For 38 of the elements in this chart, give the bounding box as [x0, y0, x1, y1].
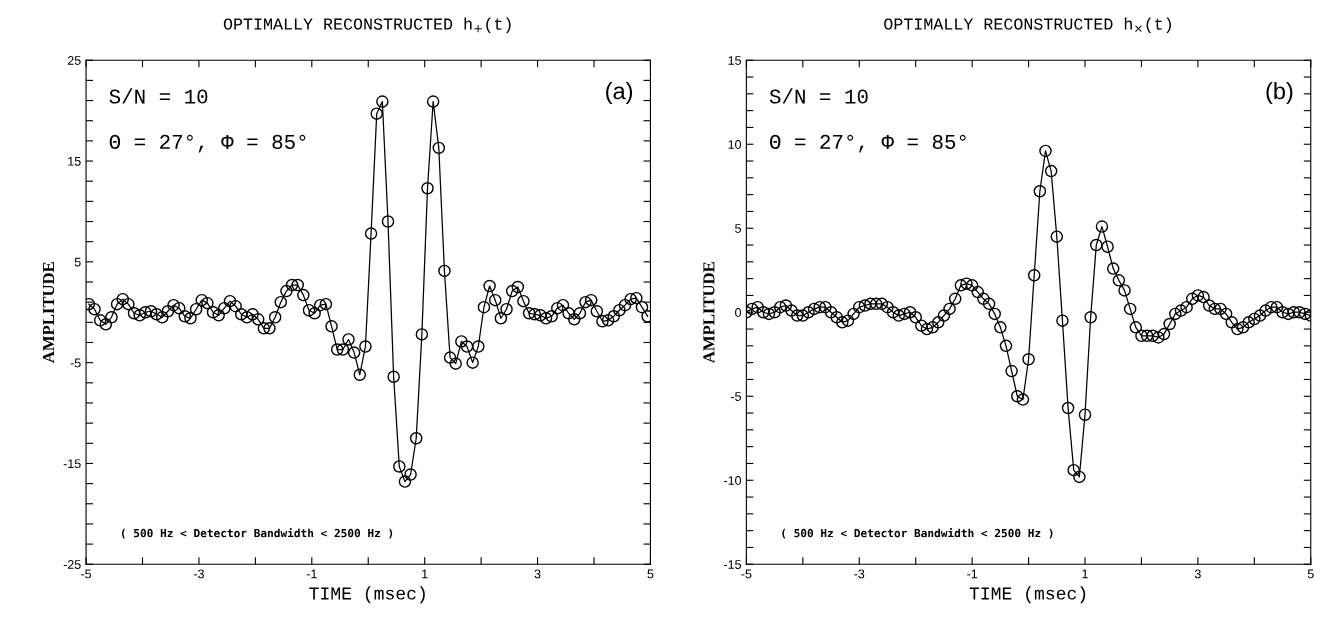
y-tick-label: 5 [735, 224, 741, 233]
chart-title: OPTIMALLY RECONSTRUCTED h$_{+}$(t) [223, 17, 511, 34]
annotation: S/N = 10 [769, 88, 868, 104]
x-tick-label: -5 [81, 569, 92, 579]
y-tick-label: -5 [730, 392, 741, 401]
y-tick-label: 15 [68, 156, 81, 166]
annotation: ( 500 Hz < Detector Bandwidth < 2500 Hz ) [782, 528, 1053, 539]
x-tick-label: 3 [1194, 569, 1201, 579]
y-tick-label: -10 [724, 476, 742, 485]
y-tick-label: 0 [735, 308, 742, 317]
x-tick-label: 5 [647, 569, 654, 579]
x-tick-label: 5 [1307, 569, 1314, 579]
x-tick-label: -1 [306, 569, 317, 579]
y-tick-label: 15 [728, 56, 741, 65]
y-tick-label: -25 [63, 560, 81, 569]
y-tick-label: 25 [67, 56, 81, 65]
annotation: ( 500 Hz < Detector Bandwidth < 2500 Hz ) [122, 528, 393, 539]
annotation: (b) [1266, 81, 1293, 104]
y-tick-label: -15 [63, 459, 81, 469]
y-tick-label: -5 [70, 358, 81, 368]
annotation: S/N = 10 [109, 88, 208, 104]
x-axis-title: TIME (msec) [969, 586, 1086, 604]
annotation: (a) [606, 81, 633, 104]
y-tick-label: 5 [74, 257, 81, 267]
x-tick-label: -3 [854, 569, 865, 579]
x-tick-label: -1 [967, 569, 978, 579]
x-tick-label: 3 [534, 569, 541, 579]
y-tick-label: -15 [724, 560, 741, 569]
x-tick-label: 1 [1082, 569, 1088, 579]
x-tick-label: 1 [422, 569, 428, 579]
y-axis-title: AMPLITUDE [43, 262, 55, 364]
annotation: Θ = 27°, Φ = 85° [770, 134, 966, 153]
x-axis-title: TIME (msec) [309, 586, 425, 604]
x-tick-label: -3 [193, 569, 204, 579]
chart-title: OPTIMALLY RECONSTRUCTED h$_{×}$(t) [884, 17, 1171, 34]
y-axis-title: AMPLITUDE [703, 262, 715, 364]
annotation: Θ = 27°, Φ = 85° [109, 134, 306, 153]
y-tick-label: 10 [728, 140, 742, 149]
